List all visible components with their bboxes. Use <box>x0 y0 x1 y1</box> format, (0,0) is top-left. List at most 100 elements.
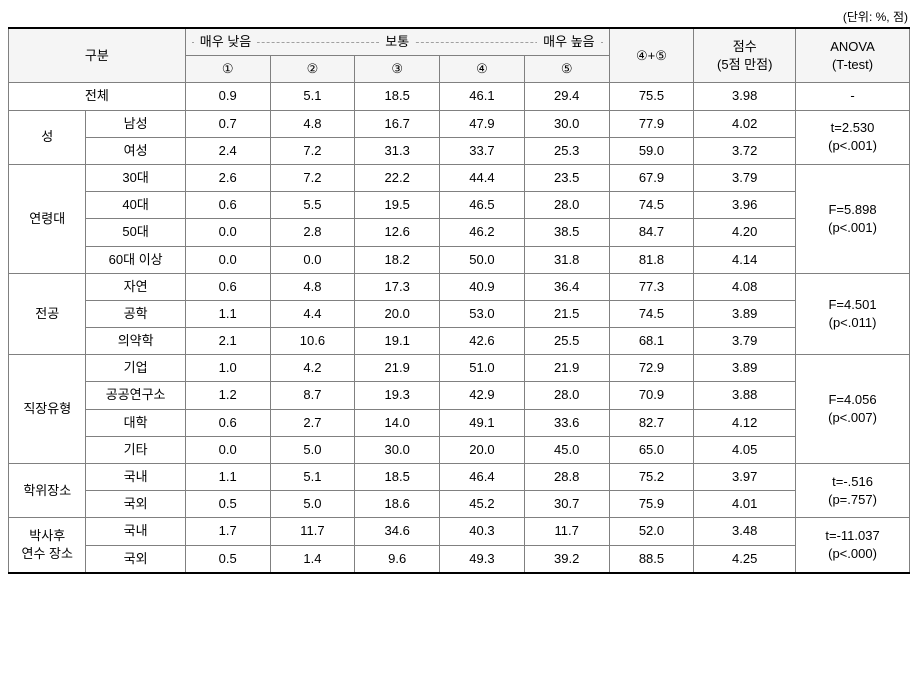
table-row: 전공자연0.64.817.340.936.477.34.08F=4.501(p<… <box>9 273 910 300</box>
table-row: 의약학2.110.619.142.625.568.13.79 <box>9 328 910 355</box>
anova-cell: t=2.530(p<.001) <box>796 110 910 164</box>
header-col-2: ② <box>270 56 355 83</box>
row-label: 대학 <box>86 409 185 436</box>
data-cell: 2.4 <box>185 137 270 164</box>
table-row: 연령대30대2.67.222.244.423.567.93.79F=5.898(… <box>9 164 910 191</box>
data-cell: 53.0 <box>440 300 525 327</box>
data-cell: 1.1 <box>185 300 270 327</box>
row-label: 기타 <box>86 436 185 463</box>
data-table: 구분 매우 낮음 보통 매우 높음 ④+⑤ 점수(5점 만점) ANOVA(T-… <box>8 27 910 574</box>
data-cell: 4.05 <box>694 436 796 463</box>
anova-cell: F=4.501(p<.011) <box>796 273 910 355</box>
data-cell: 40.3 <box>440 518 525 545</box>
data-cell: 1.7 <box>185 518 270 545</box>
data-cell: 28.0 <box>524 192 609 219</box>
table-row: 박사후연수 장소국내1.711.734.640.311.752.03.48t=-… <box>9 518 910 545</box>
data-cell: 50.0 <box>440 246 525 273</box>
data-cell: 34.6 <box>355 518 440 545</box>
data-cell: 21.9 <box>355 355 440 382</box>
row-label: 기업 <box>86 355 185 382</box>
header-anova: ANOVA(T-test) <box>796 28 910 83</box>
table-row: 대학0.62.714.049.133.682.74.12 <box>9 409 910 436</box>
data-cell: 17.3 <box>355 273 440 300</box>
data-cell: 49.1 <box>440 409 525 436</box>
data-cell: 88.5 <box>609 545 694 573</box>
data-cell: 19.5 <box>355 192 440 219</box>
data-cell: 16.7 <box>355 110 440 137</box>
data-cell: 0.0 <box>185 436 270 463</box>
row-label: 30대 <box>86 164 185 191</box>
data-cell: 30.7 <box>524 491 609 518</box>
data-cell: 5.0 <box>270 491 355 518</box>
data-cell: 4.12 <box>694 409 796 436</box>
data-cell: 45.2 <box>440 491 525 518</box>
header-scale-mid: 보통 <box>379 33 415 51</box>
data-cell: 31.3 <box>355 137 440 164</box>
data-cell: 70.9 <box>609 382 694 409</box>
group-name: 직장유형 <box>9 355 86 464</box>
data-cell: 3.89 <box>694 300 796 327</box>
data-cell: 9.6 <box>355 545 440 573</box>
row-label: 남성 <box>86 110 185 137</box>
row-label: 60대 이상 <box>86 246 185 273</box>
data-cell: 74.5 <box>609 300 694 327</box>
data-cell: 14.0 <box>355 409 440 436</box>
data-cell: 0.0 <box>270 246 355 273</box>
data-cell: 3.48 <box>694 518 796 545</box>
data-cell: 8.7 <box>270 382 355 409</box>
data-cell: 10.6 <box>270 328 355 355</box>
data-cell: 0.6 <box>185 273 270 300</box>
table-row: 60대 이상0.00.018.250.031.881.84.14 <box>9 246 910 273</box>
header-score: 점수(5점 만점) <box>694 28 796 83</box>
data-cell: 21.9 <box>524 355 609 382</box>
data-cell: 20.0 <box>355 300 440 327</box>
data-cell: 11.7 <box>270 518 355 545</box>
anova-cell: F=4.056(p<.007) <box>796 355 910 464</box>
row-label: 국외 <box>86 545 185 573</box>
data-cell: 0.9 <box>185 83 270 110</box>
table-row: 국외0.55.018.645.230.775.94.01 <box>9 491 910 518</box>
data-cell: 1.1 <box>185 464 270 491</box>
group-name: 전체 <box>9 83 186 110</box>
data-cell: 77.9 <box>609 110 694 137</box>
data-cell: 25.5 <box>524 328 609 355</box>
data-cell: 4.14 <box>694 246 796 273</box>
data-cell: 82.7 <box>609 409 694 436</box>
data-cell: 4.2 <box>270 355 355 382</box>
table-row: 여성2.47.231.333.725.359.03.72 <box>9 137 910 164</box>
data-cell: 1.0 <box>185 355 270 382</box>
data-cell: 23.5 <box>524 164 609 191</box>
header-scale-high: 매우 높음 <box>537 33 600 51</box>
data-cell: 19.3 <box>355 382 440 409</box>
data-cell: 25.3 <box>524 137 609 164</box>
data-cell: 5.1 <box>270 83 355 110</box>
data-cell: 7.2 <box>270 164 355 191</box>
data-cell: 75.2 <box>609 464 694 491</box>
row-label: 의약학 <box>86 328 185 355</box>
data-cell: 45.0 <box>524 436 609 463</box>
data-cell: 46.1 <box>440 83 525 110</box>
table-header: 구분 매우 낮음 보통 매우 높음 ④+⑤ 점수(5점 만점) ANOVA(T-… <box>9 28 910 83</box>
data-cell: 36.4 <box>524 273 609 300</box>
table-row: 50대0.02.812.646.238.584.74.20 <box>9 219 910 246</box>
group-name: 전공 <box>9 273 86 355</box>
data-cell: 4.02 <box>694 110 796 137</box>
data-cell: 0.5 <box>185 491 270 518</box>
data-cell: 4.4 <box>270 300 355 327</box>
row-label: 공학 <box>86 300 185 327</box>
data-cell: 0.7 <box>185 110 270 137</box>
data-cell: 68.1 <box>609 328 694 355</box>
data-cell: 46.5 <box>440 192 525 219</box>
row-label: 국외 <box>86 491 185 518</box>
group-name: 학위장소 <box>9 464 86 518</box>
data-cell: 18.5 <box>355 83 440 110</box>
data-cell: 44.4 <box>440 164 525 191</box>
data-cell: 3.89 <box>694 355 796 382</box>
data-cell: 4.08 <box>694 273 796 300</box>
data-cell: 47.9 <box>440 110 525 137</box>
data-cell: 5.5 <box>270 192 355 219</box>
data-cell: 0.6 <box>185 192 270 219</box>
data-cell: 52.0 <box>609 518 694 545</box>
data-cell: 4.20 <box>694 219 796 246</box>
data-cell: 30.0 <box>355 436 440 463</box>
